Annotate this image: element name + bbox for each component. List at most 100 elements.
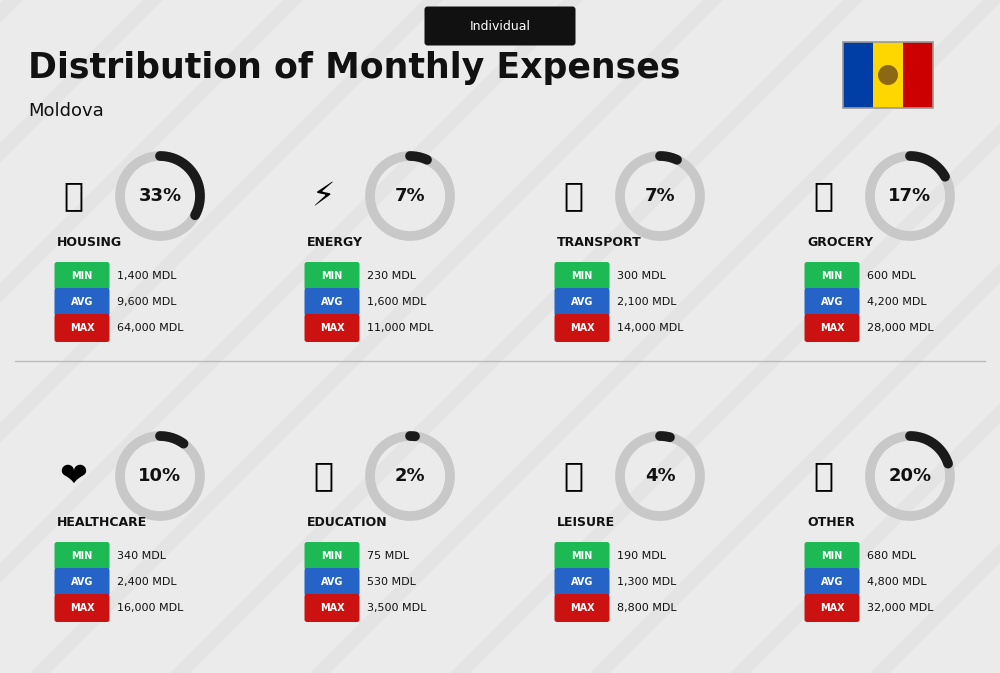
Text: 190 MDL: 190 MDL bbox=[617, 551, 666, 561]
Text: 8,800 MDL: 8,800 MDL bbox=[617, 603, 677, 613]
FancyBboxPatch shape bbox=[304, 568, 360, 596]
Text: HOUSING: HOUSING bbox=[57, 236, 122, 250]
Text: 4%: 4% bbox=[645, 467, 675, 485]
Text: TRANSPORT: TRANSPORT bbox=[557, 236, 642, 250]
Text: MAX: MAX bbox=[570, 603, 594, 613]
Text: AVG: AVG bbox=[821, 577, 843, 587]
Text: MIN: MIN bbox=[821, 551, 843, 561]
Text: 🏢: 🏢 bbox=[63, 180, 83, 213]
Text: 🚌: 🚌 bbox=[563, 180, 583, 213]
Text: 1,400 MDL: 1,400 MDL bbox=[117, 271, 176, 281]
Bar bbox=[843, 42, 873, 108]
Text: AVG: AVG bbox=[571, 297, 593, 307]
Text: ❤: ❤ bbox=[59, 460, 87, 493]
Text: 4,200 MDL: 4,200 MDL bbox=[867, 297, 927, 307]
Bar bbox=[873, 42, 903, 108]
Text: MAX: MAX bbox=[320, 323, 344, 333]
Text: AVG: AVG bbox=[321, 297, 343, 307]
Text: Moldova: Moldova bbox=[28, 102, 104, 120]
Text: 14,000 MDL: 14,000 MDL bbox=[617, 323, 684, 333]
Text: MIN: MIN bbox=[821, 271, 843, 281]
Text: 600 MDL: 600 MDL bbox=[867, 271, 916, 281]
Text: MAX: MAX bbox=[820, 323, 844, 333]
Text: EDUCATION: EDUCATION bbox=[307, 516, 388, 530]
FancyBboxPatch shape bbox=[304, 262, 360, 290]
Text: ⚡: ⚡ bbox=[311, 180, 335, 213]
FancyBboxPatch shape bbox=[54, 314, 110, 342]
FancyBboxPatch shape bbox=[554, 594, 610, 622]
Text: HEALTHCARE: HEALTHCARE bbox=[57, 516, 147, 530]
FancyBboxPatch shape bbox=[804, 568, 860, 596]
Text: MIN: MIN bbox=[571, 551, 593, 561]
FancyBboxPatch shape bbox=[304, 314, 360, 342]
Text: MAX: MAX bbox=[70, 603, 94, 613]
FancyBboxPatch shape bbox=[554, 288, 610, 316]
FancyBboxPatch shape bbox=[554, 262, 610, 290]
Text: 75 MDL: 75 MDL bbox=[367, 551, 409, 561]
FancyBboxPatch shape bbox=[54, 542, 110, 570]
Text: 28,000 MDL: 28,000 MDL bbox=[867, 323, 934, 333]
Text: 1,600 MDL: 1,600 MDL bbox=[367, 297, 426, 307]
Text: MAX: MAX bbox=[320, 603, 344, 613]
FancyBboxPatch shape bbox=[54, 594, 110, 622]
Text: 16,000 MDL: 16,000 MDL bbox=[117, 603, 183, 613]
FancyBboxPatch shape bbox=[54, 568, 110, 596]
Text: 4,800 MDL: 4,800 MDL bbox=[867, 577, 927, 587]
Text: 2,400 MDL: 2,400 MDL bbox=[117, 577, 177, 587]
Text: ENERGY: ENERGY bbox=[307, 236, 363, 250]
Text: 7%: 7% bbox=[395, 187, 425, 205]
Text: OTHER: OTHER bbox=[807, 516, 855, 530]
Text: MIN: MIN bbox=[71, 551, 93, 561]
FancyBboxPatch shape bbox=[304, 288, 360, 316]
Text: LEISURE: LEISURE bbox=[557, 516, 615, 530]
Text: 1,300 MDL: 1,300 MDL bbox=[617, 577, 676, 587]
FancyBboxPatch shape bbox=[804, 594, 860, 622]
FancyBboxPatch shape bbox=[804, 314, 860, 342]
Text: 17%: 17% bbox=[888, 187, 932, 205]
Text: 300 MDL: 300 MDL bbox=[617, 271, 666, 281]
Text: 10%: 10% bbox=[138, 467, 182, 485]
FancyBboxPatch shape bbox=[804, 542, 860, 570]
Text: 💰: 💰 bbox=[813, 460, 833, 493]
Text: MAX: MAX bbox=[70, 323, 94, 333]
Text: GROCERY: GROCERY bbox=[807, 236, 873, 250]
Text: AVG: AVG bbox=[71, 297, 93, 307]
Text: MIN: MIN bbox=[321, 271, 343, 281]
Text: 3,500 MDL: 3,500 MDL bbox=[367, 603, 426, 613]
Text: Individual: Individual bbox=[470, 20, 530, 32]
Text: 7%: 7% bbox=[645, 187, 675, 205]
FancyBboxPatch shape bbox=[554, 314, 610, 342]
Text: 230 MDL: 230 MDL bbox=[367, 271, 416, 281]
Text: AVG: AVG bbox=[321, 577, 343, 587]
Text: 340 MDL: 340 MDL bbox=[117, 551, 166, 561]
Text: 33%: 33% bbox=[138, 187, 182, 205]
FancyBboxPatch shape bbox=[304, 594, 360, 622]
Text: Distribution of Monthly Expenses: Distribution of Monthly Expenses bbox=[28, 51, 680, 85]
Text: 🎓: 🎓 bbox=[313, 460, 333, 493]
Text: MIN: MIN bbox=[321, 551, 343, 561]
Circle shape bbox=[878, 65, 898, 85]
Text: MAX: MAX bbox=[570, 323, 594, 333]
FancyBboxPatch shape bbox=[54, 262, 110, 290]
FancyBboxPatch shape bbox=[304, 542, 360, 570]
Text: AVG: AVG bbox=[571, 577, 593, 587]
FancyBboxPatch shape bbox=[54, 288, 110, 316]
Bar bbox=[843, 42, 933, 108]
FancyBboxPatch shape bbox=[804, 262, 860, 290]
FancyBboxPatch shape bbox=[554, 568, 610, 596]
Text: 11,000 MDL: 11,000 MDL bbox=[367, 323, 433, 333]
Text: 9,600 MDL: 9,600 MDL bbox=[117, 297, 176, 307]
Text: MIN: MIN bbox=[571, 271, 593, 281]
Text: MIN: MIN bbox=[71, 271, 93, 281]
FancyBboxPatch shape bbox=[804, 288, 860, 316]
FancyBboxPatch shape bbox=[554, 542, 610, 570]
Text: 64,000 MDL: 64,000 MDL bbox=[117, 323, 184, 333]
Text: 530 MDL: 530 MDL bbox=[367, 577, 416, 587]
Text: 32,000 MDL: 32,000 MDL bbox=[867, 603, 934, 613]
Text: 20%: 20% bbox=[888, 467, 932, 485]
Text: 🛍: 🛍 bbox=[563, 460, 583, 493]
Bar bbox=[903, 42, 933, 108]
Text: 2,100 MDL: 2,100 MDL bbox=[617, 297, 676, 307]
Text: 2%: 2% bbox=[395, 467, 425, 485]
Text: AVG: AVG bbox=[71, 577, 93, 587]
